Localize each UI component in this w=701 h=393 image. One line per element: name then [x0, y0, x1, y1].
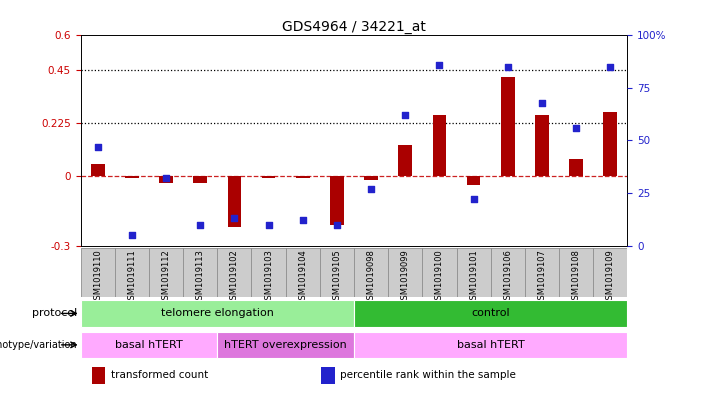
Point	[434, 62, 445, 68]
Bar	[193, 176, 207, 182]
Text: control: control	[471, 309, 510, 318]
Point	[195, 221, 206, 228]
Bar	[81, 300, 354, 327]
Bar	[125, 176, 139, 178]
Bar	[261, 176, 275, 178]
Bar	[354, 248, 388, 297]
Bar	[569, 159, 583, 176]
Text: transformed count: transformed count	[111, 370, 208, 380]
Text: GSM1019103: GSM1019103	[264, 249, 273, 305]
Text: hTERT overexpression: hTERT overexpression	[224, 340, 347, 350]
Bar	[354, 300, 627, 327]
Text: basal hTERT: basal hTERT	[457, 340, 524, 350]
Bar	[604, 112, 617, 176]
Bar	[115, 248, 149, 297]
Text: basal hTERT: basal hTERT	[115, 340, 183, 350]
Bar	[91, 164, 104, 176]
Bar	[92, 367, 105, 384]
Point	[536, 99, 547, 106]
Point	[502, 64, 513, 70]
Bar	[354, 332, 627, 358]
Point	[263, 221, 274, 228]
Bar	[159, 176, 173, 182]
Bar	[467, 176, 480, 185]
Text: percentile rank within the sample: percentile rank within the sample	[341, 370, 516, 380]
Bar	[525, 248, 559, 297]
Text: protocol: protocol	[32, 309, 77, 318]
Text: GSM1019107: GSM1019107	[538, 249, 547, 305]
Point	[365, 186, 376, 192]
Bar	[217, 248, 252, 297]
Bar	[321, 367, 335, 384]
Bar	[388, 248, 422, 297]
Point	[468, 196, 479, 202]
Text: GSM1019104: GSM1019104	[298, 249, 307, 305]
Bar	[252, 248, 286, 297]
Text: GSM1019106: GSM1019106	[503, 249, 512, 305]
Text: genotype/variation: genotype/variation	[0, 340, 77, 350]
Bar	[183, 248, 217, 297]
Title: GDS4964 / 34221_at: GDS4964 / 34221_at	[282, 20, 426, 34]
Text: GSM1019099: GSM1019099	[401, 249, 410, 305]
Bar	[491, 248, 525, 297]
Text: GSM1019113: GSM1019113	[196, 249, 205, 305]
Point	[400, 112, 411, 118]
Bar	[217, 332, 354, 358]
Bar	[559, 248, 593, 297]
Bar	[433, 115, 447, 176]
Bar	[320, 248, 354, 297]
Text: GSM1019105: GSM1019105	[332, 249, 341, 305]
Bar	[81, 248, 115, 297]
Point	[332, 221, 343, 228]
Bar	[535, 115, 549, 176]
Text: GSM1019102: GSM1019102	[230, 249, 239, 305]
Text: GSM1019098: GSM1019098	[367, 249, 376, 305]
Bar	[422, 248, 456, 297]
Point	[571, 125, 582, 131]
Text: GSM1019111: GSM1019111	[128, 249, 137, 305]
Bar	[501, 77, 515, 176]
Text: GSM1019110: GSM1019110	[93, 249, 102, 305]
Text: telomere elongation: telomere elongation	[161, 309, 274, 318]
Bar	[398, 145, 412, 176]
Text: GSM1019109: GSM1019109	[606, 249, 615, 305]
Bar	[149, 248, 183, 297]
Point	[605, 64, 616, 70]
Bar	[593, 248, 627, 297]
Point	[161, 175, 172, 182]
Bar	[330, 176, 343, 224]
Bar	[286, 248, 320, 297]
Bar	[365, 176, 378, 180]
Point	[229, 215, 240, 221]
Bar	[296, 176, 310, 178]
Bar	[228, 176, 241, 227]
Point	[297, 217, 308, 224]
Point	[126, 232, 137, 238]
Text: GSM1019101: GSM1019101	[469, 249, 478, 305]
Text: GSM1019112: GSM1019112	[161, 249, 170, 305]
Text: GSM1019100: GSM1019100	[435, 249, 444, 305]
Bar	[81, 332, 217, 358]
Bar	[456, 248, 491, 297]
Text: GSM1019108: GSM1019108	[571, 249, 580, 305]
Point	[92, 144, 103, 150]
